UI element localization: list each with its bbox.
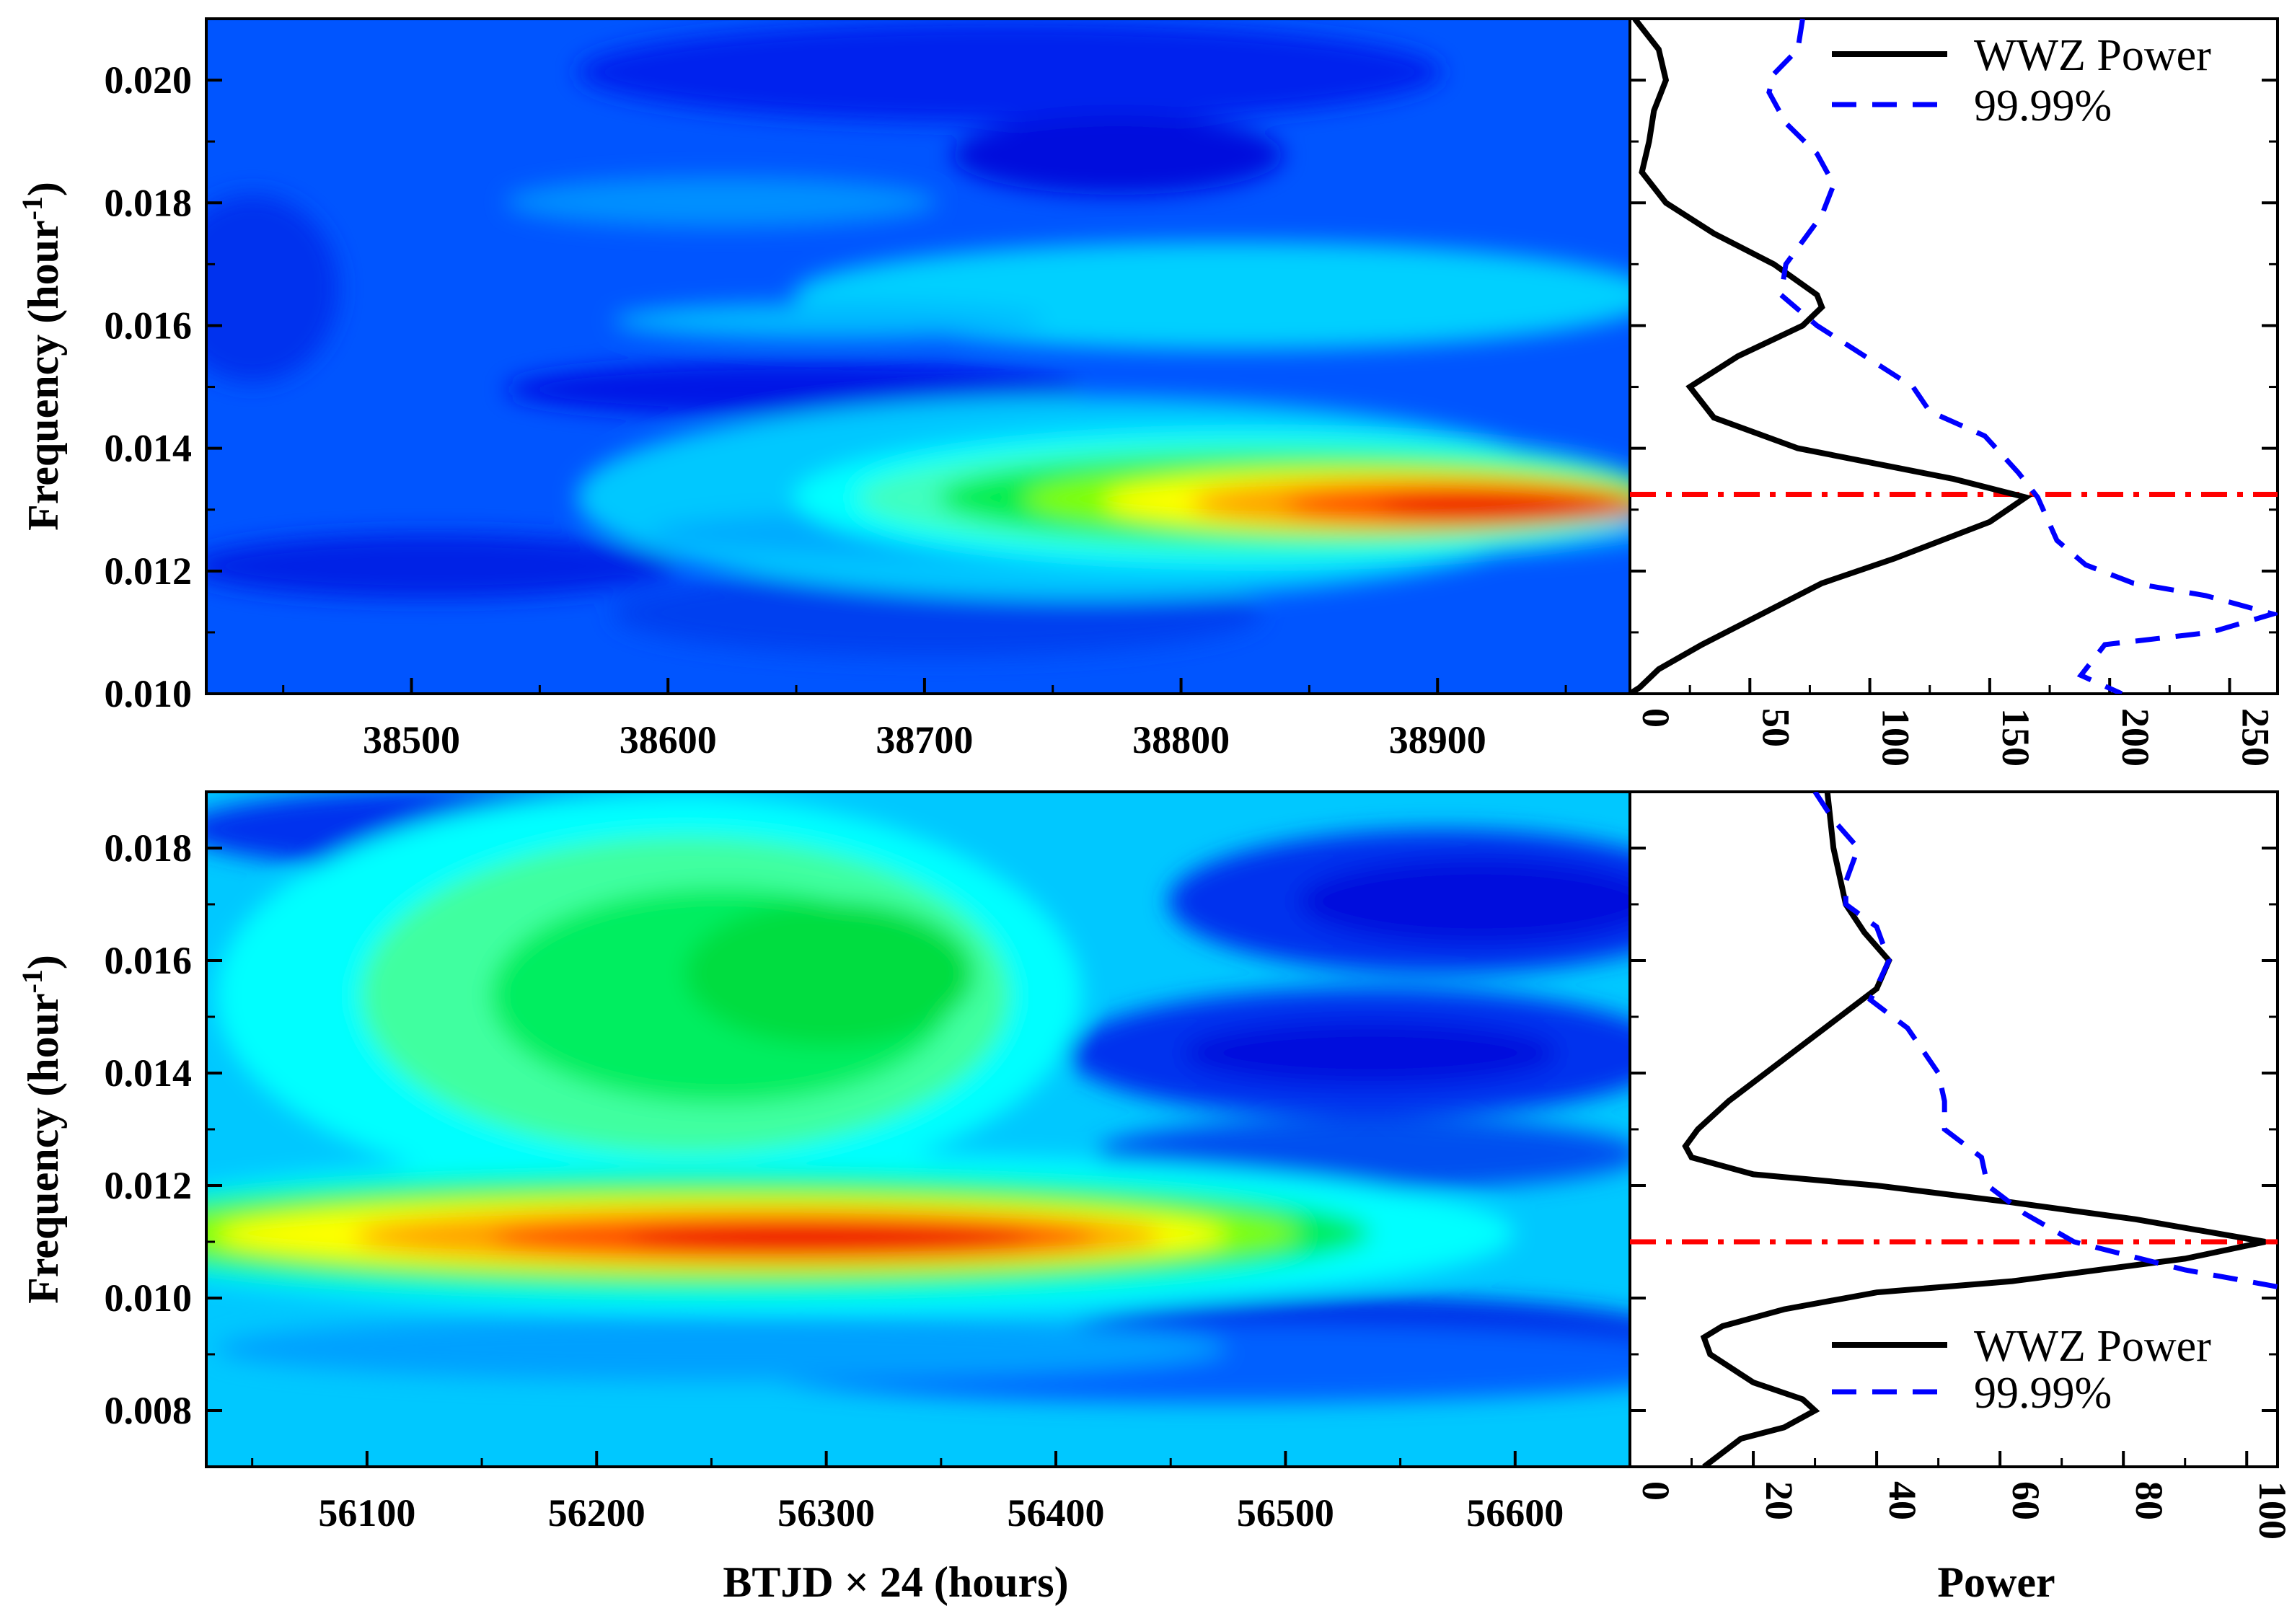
bottom-heatmap-x-tick-label: 56200 [548,1491,645,1535]
bottom-power-x-tick-label: 100 [2251,1481,2292,1540]
top-legend-wwz-label: WWZ Power [1974,31,2211,80]
bottom-heatmap-x-tick-label: 56600 [1466,1491,1564,1535]
bottom-power-panel: 0 20 40 60 80 100 WWZ Power 99.99% [1628,790,2292,1540]
bottom-power-x-tick-label: 0 [1634,1481,1678,1501]
top-heatmap-y-tick-label: 0.014 [105,427,193,470]
top-heatmap-y-tick-label: 0.020 [105,58,193,102]
bottom-heatmap-y-tick-label: 0.016 [105,939,193,982]
top-power-frame [1628,17,2279,695]
top-power-x-tick-label: 100 [1874,708,1918,767]
bottom-power-frame [1628,790,2279,1468]
bottom-heatmap-y-tick-label: 0.012 [105,1164,193,1207]
bottom-power-x-tick-label: 20 [1758,1481,1801,1520]
top-heatmap: 38500 38600 38700 38800 38900 0.010 0.012 0.014… [105,17,1631,762]
top-power-panel: 0 50 100 150 200 250 WWZ Power 99.99% [1628,17,2279,767]
top-heatmap-x-tick-label: 38900 [1389,718,1486,762]
bottom-power-ticks: 0 20 40 60 80 100 [1628,790,2292,1540]
top-y-axis-title: Frequency (hour-1) [16,182,67,531]
top-power-x-tick-label: 0 [1634,708,1678,728]
bottom-significance-line [1812,792,2278,1289]
top-heatmap-y-tick-label: 0.012 [105,550,193,593]
top-power-x-tick-label: 50 [1754,708,1797,747]
top-power-x-tick-label: 200 [2114,708,2157,767]
power-axis-title: Power [1937,1558,2055,1606]
bottom-heatmap-x-tick-label: 56100 [318,1491,415,1535]
bottom-power-x-tick-label: 60 [2004,1481,2048,1520]
top-power-x-tick-label: 250 [2234,708,2277,767]
bottom-heatmap-y-tick-label: 0.014 [105,1051,193,1095]
bottom-heatmap-y-tick-label: 0.008 [105,1389,193,1432]
top-legend: WWZ Power 99.99% [1832,31,2211,131]
top-legend-sig-label: 99.99% [1974,81,2112,131]
bottom-y-axis-title: Frequency (hour-1) [16,955,67,1304]
bottom-legend-wwz-label: WWZ Power [1974,1322,2211,1371]
bottom-heatmap-y-tick-label: 0.018 [105,826,193,870]
top-heatmap-x-tick-label: 38700 [876,718,973,762]
top-significance-line [1766,19,2278,694]
bottom-legend-sig-label: 99.99% [1974,1369,2112,1418]
bottom-power-x-tick-label: 80 [2128,1481,2171,1520]
bottom-heatmap-x-tick-label: 56300 [777,1491,875,1535]
top-heatmap-y-tick-label: 0.018 [105,181,193,224]
top-heatmap-contours [206,22,1630,656]
top-heatmap-y-tick-label: 0.010 [105,672,193,715]
bottom-x-axis-title: BTJD × 24 (hours) [723,1558,1068,1606]
bottom-heatmap-contours [206,792,1630,1403]
top-heatmap-x-tick-label: 38500 [363,718,460,762]
top-heatmap-ticks: 38500 38600 38700 38800 38900 0.010 0.012 0.014… [105,17,1567,762]
bottom-heatmap: 56100 56200 56300 56400 56500 56600 0.008 0.010… [105,790,1631,1535]
bottom-wwz-power-line [1682,792,2266,1467]
top-heatmap-x-tick-label: 38800 [1132,718,1230,762]
top-wwz-power-line [1630,19,2033,694]
top-power-x-tick-label: 150 [1994,708,2037,767]
bottom-heatmap-y-tick-label: 0.010 [105,1276,193,1320]
bottom-legend: WWZ Power 99.99% [1832,1322,2211,1418]
bottom-heatmap-x-tick-label: 56500 [1237,1491,1334,1535]
top-heatmap-y-tick-label: 0.016 [105,304,193,347]
bottom-heatmap-x-tick-label: 56400 [1008,1491,1105,1535]
bottom-heatmap-ticks: 56100 56200 56300 56400 56500 56600 0.008 0.010… [105,790,1631,1535]
top-heatmap-x-tick-label: 38600 [620,718,717,762]
bottom-power-x-tick-label: 40 [1881,1481,1924,1520]
